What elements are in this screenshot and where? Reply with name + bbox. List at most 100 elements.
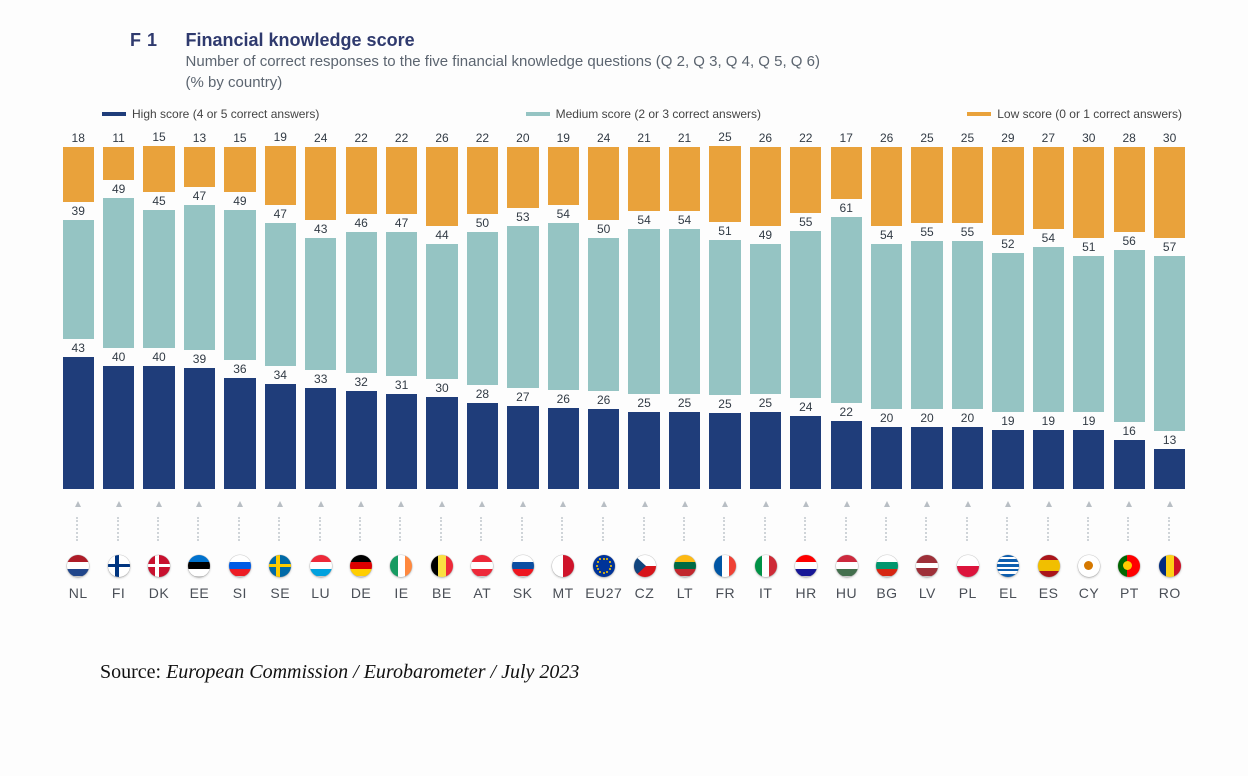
- connector-line: [399, 517, 403, 541]
- flag-icon: [674, 555, 696, 577]
- segment-medium: 51: [1073, 256, 1104, 412]
- arrow-up-icon: [277, 501, 283, 507]
- segment-low: 15: [143, 146, 174, 192]
- value-label-medium: 45: [152, 194, 165, 208]
- flag-icon: [1159, 555, 1181, 577]
- arrow-up-icon: [116, 501, 122, 507]
- value-label-low: 19: [274, 130, 287, 144]
- country-code: LT: [677, 585, 693, 601]
- bar-IT: 264925: [747, 129, 783, 489]
- country-code: ES: [1039, 585, 1059, 601]
- value-label-high: 40: [152, 350, 165, 364]
- value-label-high: 26: [597, 393, 610, 407]
- value-label-low: 22: [354, 131, 367, 145]
- segment-low: 29: [992, 147, 1023, 236]
- segment-medium: 45: [143, 210, 174, 348]
- bar-BG: 265420: [868, 129, 904, 489]
- segment-low: 19: [265, 146, 296, 204]
- segment-high: 36: [224, 378, 255, 488]
- stacked-bar-chart: 1839431149401545401347391549361947342443…: [50, 129, 1198, 489]
- bar-LU: 244333: [303, 129, 339, 489]
- country-slot-LT: LT: [667, 521, 703, 601]
- segment-high: 27: [507, 406, 538, 489]
- arrow-up-icon: [965, 501, 971, 507]
- value-label-medium: 47: [193, 189, 206, 203]
- value-label-medium: 47: [274, 207, 287, 221]
- legend-label-medium: Medium score (2 or 3 correct answers): [556, 107, 761, 121]
- country-slot-CY: CY: [1071, 521, 1107, 601]
- connector-line: [1006, 517, 1010, 541]
- arrow-up-icon: [560, 501, 566, 507]
- segment-medium: 47: [184, 205, 215, 350]
- value-label-low: 28: [1122, 131, 1135, 145]
- segment-low: 19: [548, 147, 579, 206]
- segment-medium: 44: [426, 244, 457, 379]
- flag-icon: [957, 555, 979, 577]
- bar-HR: 225524: [788, 129, 824, 489]
- arrow-up-icon: [156, 501, 162, 507]
- connector-line: [480, 517, 484, 541]
- arrow-up-icon: [763, 501, 769, 507]
- value-label-low: 13: [193, 131, 206, 145]
- value-label-high: 22: [840, 405, 853, 419]
- arrow-up-icon: [196, 501, 202, 507]
- value-label-low: 27: [1042, 131, 1055, 145]
- flag-icon: [188, 555, 210, 577]
- segment-medium: 54: [1033, 247, 1064, 412]
- value-label-high: 13: [1163, 433, 1176, 447]
- value-label-high: 16: [1122, 424, 1135, 438]
- value-label-medium: 43: [314, 222, 327, 236]
- connector-line: [157, 517, 161, 541]
- value-label-high: 43: [72, 341, 85, 355]
- value-label-high: 19: [1082, 414, 1095, 428]
- bar-BE: 264430: [424, 129, 460, 489]
- value-label-medium: 55: [920, 225, 933, 239]
- segment-medium: 54: [669, 229, 700, 394]
- connector-line: [1168, 517, 1172, 541]
- value-label-low: 26: [880, 131, 893, 145]
- legend-item-high: High score (4 or 5 correct answers): [102, 107, 319, 121]
- chart-legend: High score (4 or 5 correct answers) Medi…: [102, 107, 1182, 121]
- segment-low: 20: [507, 147, 538, 208]
- connector-line: [521, 517, 525, 541]
- value-label-low: 30: [1082, 131, 1095, 145]
- segment-medium: 50: [467, 232, 498, 385]
- segment-low: 25: [952, 147, 983, 224]
- value-label-high: 31: [395, 378, 408, 392]
- country-slot-EE: EE: [181, 521, 217, 601]
- country-slot-DE: DE: [343, 521, 379, 601]
- country-slot-EU27: EU27: [585, 521, 622, 601]
- connector-line: [117, 517, 121, 541]
- flag-icon: [876, 555, 898, 577]
- bar-CZ: 215425: [626, 129, 662, 489]
- country-slot-RO: RO: [1152, 521, 1188, 601]
- bar-ES: 275419: [1030, 129, 1066, 489]
- country-code: PT: [1120, 585, 1139, 601]
- value-label-low: 26: [759, 131, 772, 145]
- flag-icon: [310, 555, 332, 577]
- country-code: SK: [513, 585, 533, 601]
- segment-low: 27: [1033, 147, 1064, 230]
- segment-medium: 46: [346, 232, 377, 373]
- segment-high: 25: [628, 412, 659, 489]
- segment-high: 19: [1073, 430, 1104, 488]
- segment-medium: 47: [265, 223, 296, 367]
- flag-icon: [431, 555, 453, 577]
- country-slot-BG: BG: [869, 521, 905, 601]
- country-slot-FI: FI: [100, 521, 136, 601]
- segment-low: 28: [1114, 147, 1145, 233]
- flag-icon: [512, 555, 534, 577]
- legend-swatch-medium: [526, 112, 550, 116]
- country-code: EE: [190, 585, 210, 601]
- connector-line: [723, 517, 727, 541]
- flag-icon: [390, 555, 412, 577]
- value-label-low: 25: [718, 130, 731, 144]
- value-label-high: 19: [1001, 414, 1014, 428]
- segment-low: 25: [911, 147, 942, 224]
- segment-medium: 43: [305, 238, 336, 370]
- value-label-medium: 50: [476, 216, 489, 230]
- source-text: European Commission / Eurobarometer / Ju…: [166, 661, 579, 683]
- country-slot-SI: SI: [222, 521, 258, 601]
- segment-medium: 54: [628, 229, 659, 394]
- value-label-low: 20: [516, 131, 529, 145]
